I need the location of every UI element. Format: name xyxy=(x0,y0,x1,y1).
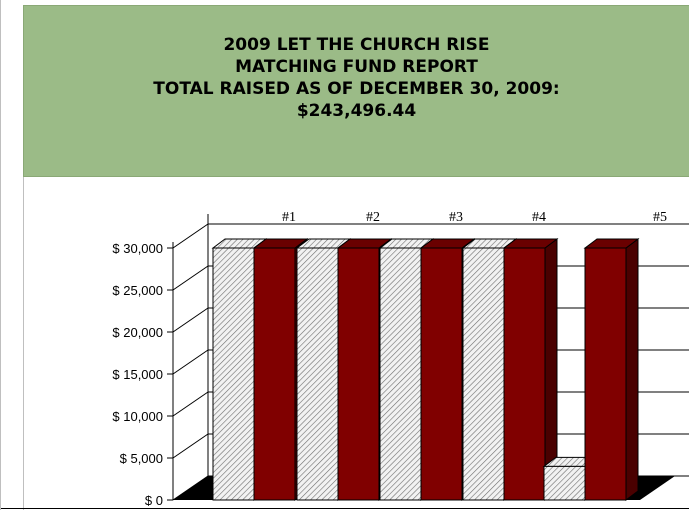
bar-side-#5-s2 xyxy=(625,238,639,501)
xtick-label-1: #1 xyxy=(282,210,296,225)
title-banner: 2009 LET THE CHURCH RISE MATCHING FUND R… xyxy=(23,5,689,177)
label-layer: $ 0 $ 5,000 $ 10,000 $ 15,000 $ 20,000 $ 25,0… xyxy=(112,210,667,508)
title-line-4: $243,496.44 xyxy=(296,101,417,121)
title-line-3: TOTAL RAISED AS OF DECEMBER 30, 2009: xyxy=(153,79,560,99)
bar-#2-s2 xyxy=(337,247,380,501)
ytick-label: $ 10,000 xyxy=(112,409,163,424)
bar-#1-s1 xyxy=(212,247,255,501)
ytick-label: $ 25,000 xyxy=(112,283,163,298)
bar-#4-s1 xyxy=(462,247,505,501)
gridline-depth xyxy=(172,391,209,417)
bar-#3-s1 xyxy=(379,247,422,501)
bar-#1-s2 xyxy=(253,247,296,501)
gridline-depth xyxy=(172,223,209,249)
ytick-label: $ 15,000 xyxy=(112,367,163,382)
bar-#4-s2 xyxy=(503,247,546,501)
xtick-label-2: #2 xyxy=(366,210,380,225)
xtick-label-4: #4 xyxy=(532,210,546,225)
ytick-label: $ 20,000 xyxy=(112,325,163,340)
ytick-label: $ 5,000 xyxy=(120,451,163,466)
ytick-label: $ 0 xyxy=(145,493,163,508)
title-line-2: MATCHING FUND REPORT xyxy=(235,57,478,77)
bar-#5-s2 xyxy=(584,247,627,501)
xtick-label-5: #5 xyxy=(653,210,667,225)
bar-#2-s1 xyxy=(296,247,339,501)
bar-layer xyxy=(211,238,640,501)
ytick-label: $ 30,000 xyxy=(112,241,163,256)
xtick-label-3: #3 xyxy=(449,210,463,225)
gridline-depth xyxy=(172,307,209,333)
bar-#5-s1 xyxy=(543,465,586,501)
gridline-depth xyxy=(172,433,209,459)
title-line-1: 2009 LET THE CHURCH RISE xyxy=(223,35,490,55)
bar-#3-s2 xyxy=(420,247,463,501)
gridline-depth xyxy=(172,265,209,291)
gridline-depth xyxy=(172,349,209,375)
chart-area xyxy=(23,177,689,510)
bottom-border xyxy=(1,508,689,509)
